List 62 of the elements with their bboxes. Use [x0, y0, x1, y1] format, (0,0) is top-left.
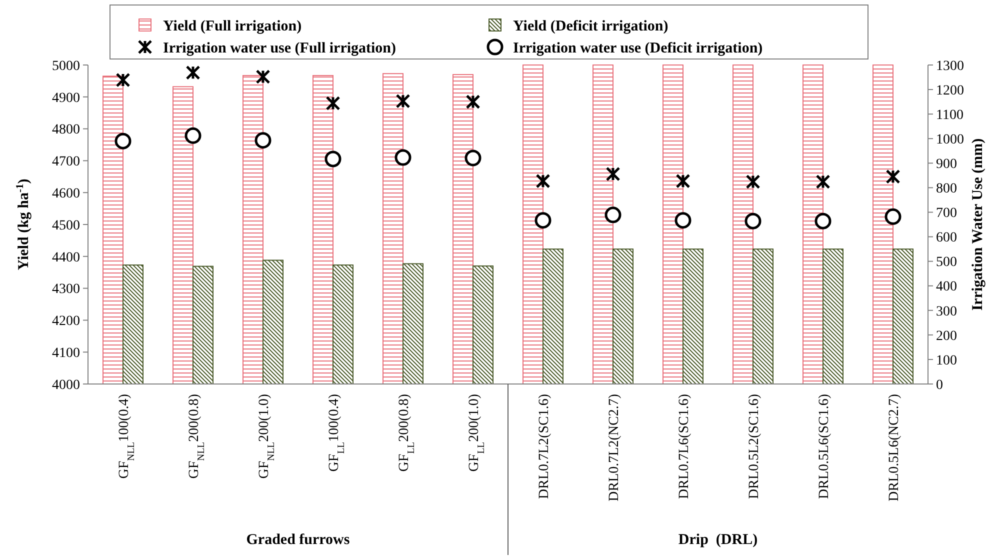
- y-tick-label: 4500: [52, 218, 80, 234]
- point: [184, 127, 202, 144]
- x-tick-label: DRL0.5L6(NC2.7): [887, 394, 902, 502]
- point: [604, 206, 622, 224]
- point: [534, 212, 552, 229]
- point: [394, 149, 412, 166]
- y2-tick-label: 1000: [936, 132, 964, 148]
- legend-label: Irrigation water use (Full irrigation): [163, 40, 396, 56]
- y-tick-label: 4200: [52, 314, 80, 330]
- point: [536, 174, 550, 188]
- point: [326, 96, 340, 111]
- point: [254, 132, 272, 149]
- x-tick-label: DRL0.7L2(NC2.7): [607, 394, 622, 502]
- point: [256, 70, 270, 84]
- y-tick-label: 4100: [52, 346, 80, 361]
- x-tick-label: DRL0.5L6(SC1.6): [817, 394, 832, 499]
- point: [466, 94, 480, 110]
- legend-label: Yield (Full irrigation): [163, 18, 302, 34]
- point: [674, 212, 692, 229]
- point: [186, 65, 200, 80]
- y2-tick-label: 500: [936, 255, 957, 270]
- legend-label: Irrigation water use (Deficit irrigation): [513, 40, 763, 56]
- y2-axis-title: Irrigation Water Use (mm): [970, 138, 986, 311]
- y-tick-label: 4300: [52, 282, 80, 298]
- y2-tick-label: 0: [936, 378, 943, 393]
- point: [814, 212, 832, 230]
- point: [606, 166, 620, 182]
- point: [324, 150, 342, 168]
- y2-tick-label: 1200: [936, 83, 964, 98]
- y2-tick-label: 100: [936, 353, 957, 368]
- y2-tick-label: 1300: [936, 58, 964, 74]
- point: [114, 132, 132, 150]
- point: [744, 212, 762, 230]
- point: [746, 174, 760, 190]
- y-tick-label: 4900: [52, 90, 80, 106]
- y-tick-label: 4600: [52, 186, 80, 202]
- y2-tick-label: 700: [936, 206, 957, 222]
- y2-tick-label: 200: [936, 328, 957, 344]
- point: [116, 72, 130, 88]
- y-tick-label: 4000: [52, 378, 80, 393]
- y-tick-label: 4700: [52, 154, 80, 170]
- point: [884, 208, 902, 225]
- y2-tick-label: 300: [936, 304, 957, 320]
- point: [396, 94, 410, 108]
- point: [816, 174, 830, 190]
- y2-tick-label: 900: [936, 157, 957, 172]
- y2-tick-label: 400: [936, 280, 957, 295]
- x-tick-label: DRL0.7L6(SC1.6): [677, 394, 692, 499]
- text: Drip (DRL): [678, 532, 758, 548]
- x-tick-label: DRL0.5L2(SC1.6): [747, 394, 762, 499]
- y2-tick-label: 800: [936, 182, 957, 197]
- y2-tick-label: 600: [936, 230, 957, 246]
- point: [676, 174, 690, 188]
- y-tick-label: 4800: [52, 122, 80, 138]
- x-tick-label: DRL0.7L2(SC1.6): [537, 394, 552, 499]
- y-tick-label: 4400: [52, 250, 80, 266]
- legend-label: Yield (Deficit irrigation): [513, 18, 668, 34]
- point: [464, 150, 482, 166]
- y-tick-label: 5000: [52, 58, 80, 74]
- point: [886, 169, 900, 184]
- text: Graded furrows: [246, 532, 350, 548]
- y2-tick-label: 1100: [936, 108, 964, 123]
